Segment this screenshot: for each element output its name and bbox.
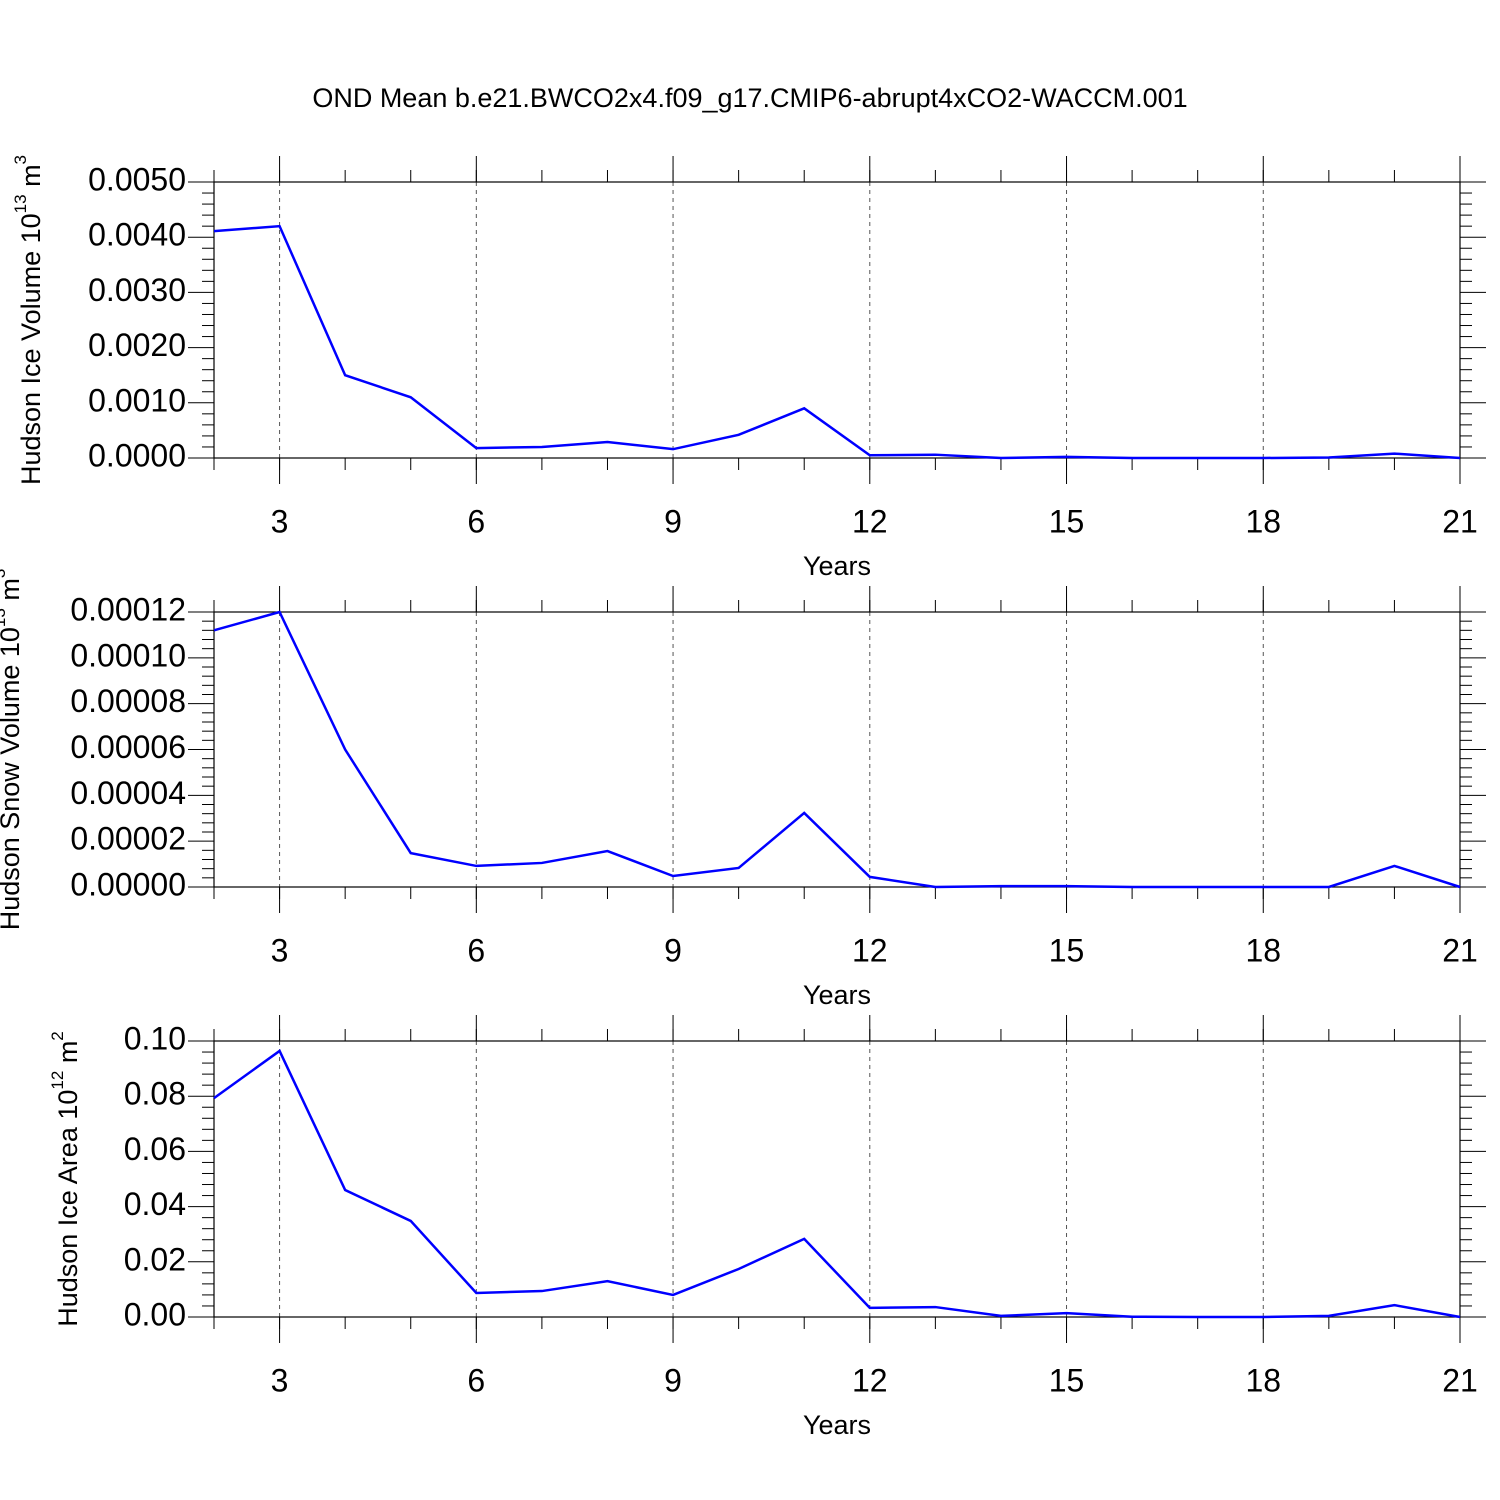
y-axis-label-exponent: 13 xyxy=(11,194,30,213)
y-tick-label: 0.0020 xyxy=(88,327,186,363)
y-tick-label: 0.02 xyxy=(124,1241,186,1277)
x-tick-label: 21 xyxy=(1442,503,1478,539)
x-tick-label: 15 xyxy=(1049,1362,1085,1398)
y-axis-label-unit: m xyxy=(53,1041,83,1071)
y-axis-label-text: Hudson Ice Volume 10 xyxy=(16,213,46,485)
y-axis-label-unit-exponent: 3 xyxy=(11,155,30,164)
y-axis-label-exponent: 13 xyxy=(0,608,9,627)
x-axis-label: Years xyxy=(803,551,871,581)
y-axis-label-text: Hudson Snow Volume 10 xyxy=(0,627,25,930)
y-axis-label-unit-exponent: 2 xyxy=(48,1031,67,1040)
y-tick-label: 0.00 xyxy=(124,1296,186,1332)
y-tick-label: 0.0000 xyxy=(88,437,186,473)
data-line xyxy=(213,224,1461,460)
y-tick-label: 0.0050 xyxy=(88,161,186,197)
x-tick-label: 21 xyxy=(1442,932,1478,968)
y-tick-label: 0.00000 xyxy=(70,866,186,902)
y-tick-label: 0.08 xyxy=(124,1076,186,1112)
x-axis-label: Years xyxy=(803,980,871,1010)
y-tick-label: 0.04 xyxy=(124,1186,186,1222)
y-tick-label: 0.0030 xyxy=(88,272,186,308)
y-axis-label-exponent: 12 xyxy=(48,1071,67,1090)
plot-frame xyxy=(213,181,1461,459)
x-tick-label: 12 xyxy=(852,503,888,539)
y-axis-label: Hudson Ice Area 1012 m2 xyxy=(48,1031,83,1327)
x-tick-label: 3 xyxy=(271,503,289,539)
x-axis-label: Years xyxy=(803,1410,871,1440)
figure-title: OND Mean b.e21.BWCO2x4.f09_g17.CMIP6-abr… xyxy=(312,83,1187,113)
y-tick-label: 0.0040 xyxy=(88,217,186,253)
y-tick-label: 0.00002 xyxy=(70,821,186,857)
y-axis-label-unit: m xyxy=(0,578,25,608)
y-tick-label: 0.00010 xyxy=(70,637,186,673)
plot-frame xyxy=(213,611,1461,888)
data-line xyxy=(213,610,1461,889)
y-axis-label-unit-exponent: 3 xyxy=(0,569,9,578)
y-axis-label: Hudson Ice Volume 1013 m3 xyxy=(11,155,46,485)
x-tick-label: 6 xyxy=(467,932,485,968)
x-tick-label: 6 xyxy=(467,1362,485,1398)
x-tick-label: 21 xyxy=(1442,1362,1478,1398)
y-tick-label: 0.10 xyxy=(124,1020,186,1056)
x-tick-label: 18 xyxy=(1245,503,1281,539)
y-tick-label: 0.06 xyxy=(124,1131,186,1167)
y-tick-label: 0.00004 xyxy=(70,775,186,811)
x-tick-label: 9 xyxy=(664,932,682,968)
x-tick-label: 18 xyxy=(1245,932,1281,968)
y-axis-label-unit: m xyxy=(16,164,46,194)
x-tick-label: 9 xyxy=(664,1362,682,1398)
y-axis-label-text: Hudson Ice Area 10 xyxy=(53,1090,83,1327)
x-tick-label: 12 xyxy=(852,932,888,968)
x-tick-label: 6 xyxy=(467,503,485,539)
y-axis-label: Hudson Snow Volume 1013 m3 xyxy=(0,569,25,931)
x-tick-label: 15 xyxy=(1049,932,1085,968)
plot-frame xyxy=(213,1040,1461,1318)
x-tick-label: 9 xyxy=(664,503,682,539)
y-tick-label: 0.00012 xyxy=(70,591,186,627)
data-line xyxy=(213,1049,1461,1319)
x-tick-label: 15 xyxy=(1049,503,1085,539)
x-tick-label: 3 xyxy=(271,1362,289,1398)
x-tick-label: 18 xyxy=(1245,1362,1281,1398)
x-tick-label: 3 xyxy=(271,932,289,968)
y-tick-label: 0.0010 xyxy=(88,382,186,418)
y-tick-label: 0.00006 xyxy=(70,729,186,765)
y-tick-label: 0.00008 xyxy=(70,683,186,719)
x-tick-label: 12 xyxy=(852,1362,888,1398)
